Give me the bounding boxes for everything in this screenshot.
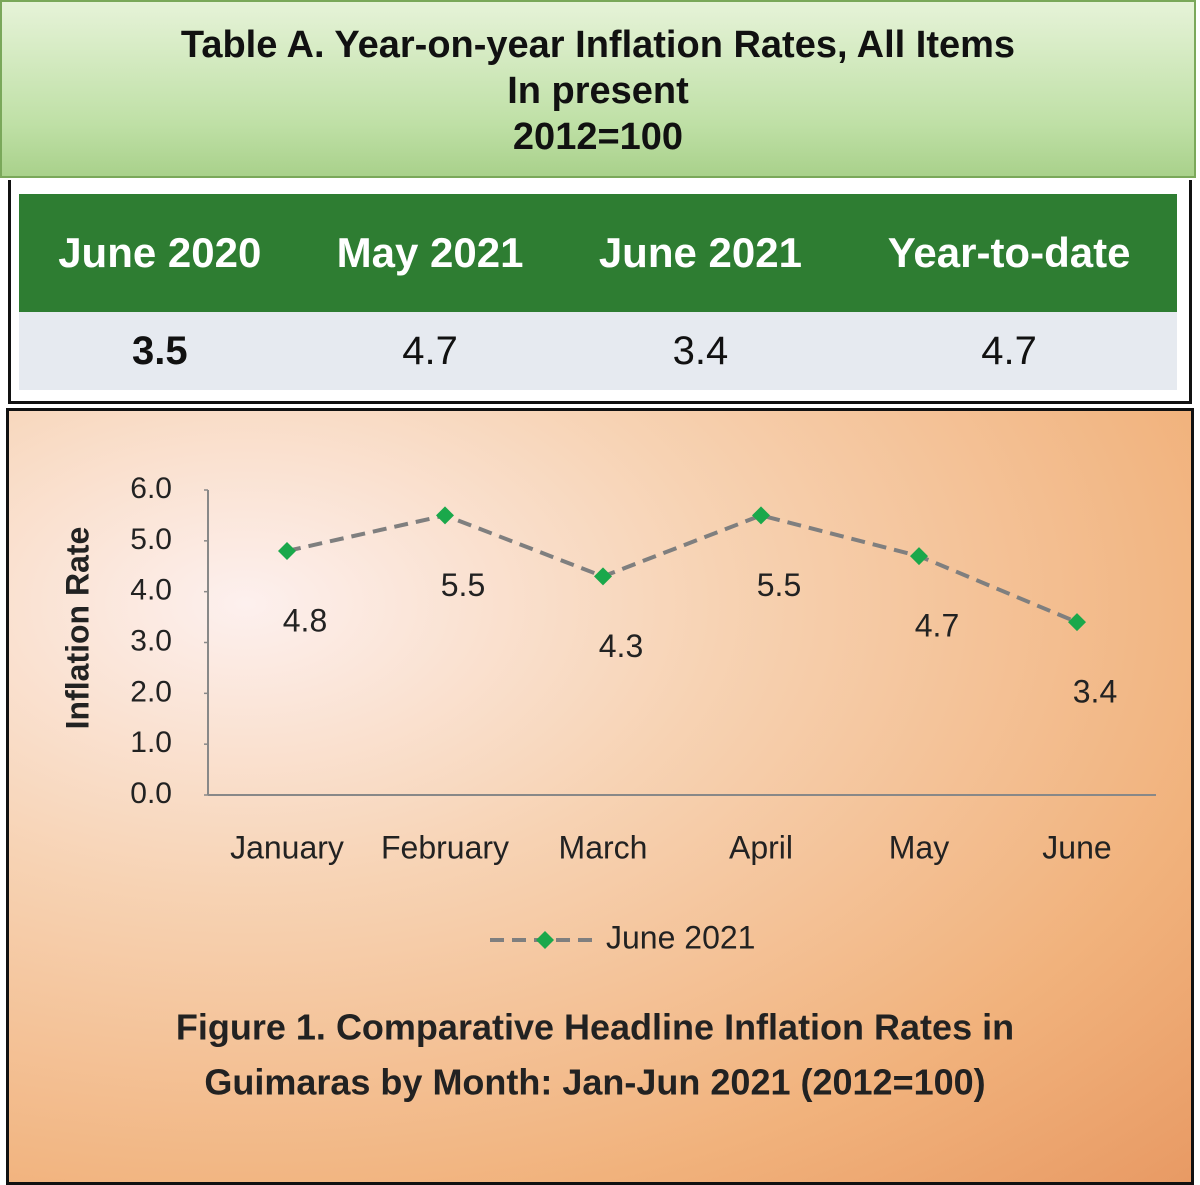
data-label: 5.5 bbox=[441, 567, 485, 603]
cell: 4.7 bbox=[300, 312, 560, 390]
y-tick-label: 5.0 bbox=[130, 523, 172, 556]
y-tick-label: 1.0 bbox=[130, 726, 172, 759]
caption: Figure 1. Comparative Headline Inflation… bbox=[176, 1007, 1014, 1048]
point-marker bbox=[278, 542, 296, 560]
y-tick-label: 2.0 bbox=[130, 675, 172, 708]
chart-panel bbox=[6, 408, 1194, 1185]
header-cell: May 2021 bbox=[300, 194, 560, 312]
legend-label: June 2021 bbox=[606, 919, 755, 955]
cell: 3.5 bbox=[19, 312, 301, 390]
point-marker bbox=[752, 506, 770, 525]
y-axis-label: Inflation Rate bbox=[59, 527, 95, 730]
point-marker bbox=[436, 506, 454, 525]
cell: 3.4 bbox=[559, 312, 842, 390]
table-title: Table A. Year-on-year Inflation Rates, A… bbox=[0, 0, 1196, 178]
x-tick-label: January bbox=[230, 829, 344, 865]
data-label: 4.7 bbox=[915, 608, 959, 644]
point-marker bbox=[594, 567, 612, 586]
y-tick-label: 0.0 bbox=[130, 777, 172, 810]
x-tick-label: May bbox=[889, 829, 949, 865]
data-label: 5.5 bbox=[757, 567, 801, 603]
x-tick-label: February bbox=[381, 829, 509, 865]
table: June 2020 May 2021 June 2021 Year-to-dat… bbox=[19, 194, 1177, 390]
x-tick-label: March bbox=[559, 829, 648, 865]
header-cell: June 2021 bbox=[559, 194, 842, 312]
header-cell: June 2020 bbox=[19, 194, 301, 312]
x-tick-label: June bbox=[1042, 829, 1111, 865]
legend-marker bbox=[536, 931, 554, 949]
x-tick-label: April bbox=[729, 829, 793, 865]
title-line: Table A. Year-on-year Inflation Rates, A… bbox=[180, 24, 1016, 66]
cell: 4.7 bbox=[841, 312, 1177, 390]
data-label: 4.8 bbox=[283, 602, 327, 638]
data-label: 3.4 bbox=[1073, 674, 1117, 710]
data-label: 4.3 bbox=[599, 628, 643, 664]
series-line bbox=[286, 513, 1078, 625]
table-box: June 2020 May 2021 June 2021 Year-to-dat… bbox=[8, 180, 1192, 404]
y-tick-label: 3.0 bbox=[130, 624, 172, 657]
title-line: In present bbox=[507, 70, 689, 112]
title-line: 2012=100 bbox=[512, 116, 684, 158]
y-tick-label: 4.0 bbox=[130, 574, 172, 607]
point-marker bbox=[1068, 613, 1086, 632]
y-tick-label: 6.0 bbox=[130, 472, 172, 505]
header-cell: Year-to-date bbox=[841, 194, 1177, 312]
point-marker bbox=[910, 547, 928, 566]
caption: Guimaras by Month: Jan-Jun 2021 (2012=10… bbox=[204, 1062, 985, 1103]
